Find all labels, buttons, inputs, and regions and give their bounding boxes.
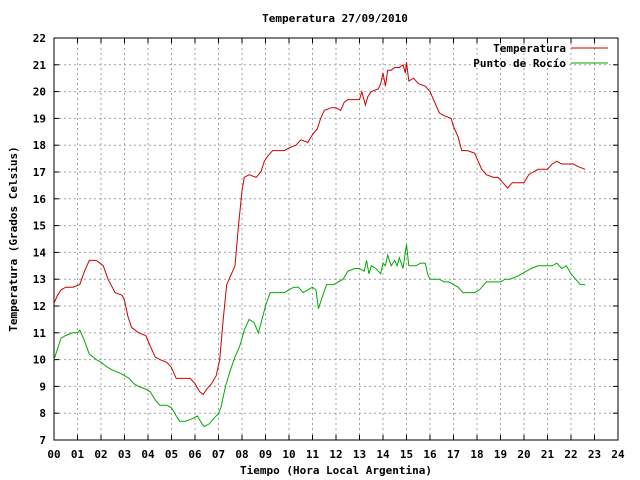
- x-tick-label: 03: [118, 448, 131, 461]
- y-tick-label: 13: [33, 273, 46, 286]
- x-tick-label: 06: [188, 448, 202, 461]
- x-tick-label: 14: [376, 448, 390, 461]
- y-tick-label: 7: [39, 434, 46, 447]
- x-tick-label: 08: [235, 448, 248, 461]
- x-tick-label: 10: [282, 448, 295, 461]
- x-tick-label: 09: [259, 448, 272, 461]
- y-tick-label: 17: [33, 166, 46, 179]
- x-tick-label: 05: [165, 448, 178, 461]
- x-tick-label: 04: [141, 448, 155, 461]
- x-tick-label: 18: [470, 448, 483, 461]
- x-tick-label: 15: [400, 448, 413, 461]
- y-tick-label: 10: [33, 354, 46, 367]
- x-tick-label: 23: [588, 448, 601, 461]
- y-tick-label: 12: [33, 300, 46, 313]
- chart-title: Temperatura 27/09/2010: [262, 12, 408, 25]
- x-tick-label: 20: [517, 448, 530, 461]
- y-axis-label: Temperatura (Grados Celsius): [7, 146, 20, 331]
- y-tick-label: 8: [39, 407, 46, 420]
- grid: [54, 38, 618, 440]
- x-tick-label: 11: [306, 448, 320, 461]
- y-tick-label: 18: [33, 139, 46, 152]
- x-tick-label: 22: [564, 448, 577, 461]
- y-tick-label: 22: [33, 32, 46, 45]
- y-tick-label: 14: [33, 246, 47, 259]
- x-tick-label: 07: [212, 448, 225, 461]
- y-tick-label: 15: [33, 220, 46, 233]
- y-axis: 7 8 9 10 11 12 13 14 15 16 17 18 19 20 21 22: [33, 32, 618, 447]
- x-tick-label: 02: [94, 448, 107, 461]
- series-line-punto-de-rocio: [53, 244, 586, 428]
- x-axis-label: Tiempo (Hora Local Argentina): [240, 464, 432, 477]
- x-tick-label: 16: [423, 448, 437, 461]
- x-tick-label: 01: [71, 448, 85, 461]
- legend: Temperatura Punto de Rocío: [473, 42, 608, 70]
- y-tick-label: 20: [33, 86, 46, 99]
- x-tick-label: 00: [47, 448, 60, 461]
- y-tick-label: 9: [39, 380, 46, 393]
- y-tick-label: 11: [33, 327, 47, 340]
- y-tick-label: 21: [33, 59, 47, 72]
- x-tick-label: 24: [611, 448, 625, 461]
- x-tick-label: 12: [329, 448, 342, 461]
- x-tick-label: 19: [494, 448, 507, 461]
- x-tick-label: 17: [447, 448, 460, 461]
- y-tick-label: 19: [33, 112, 46, 125]
- x-tick-label: 21: [541, 448, 555, 461]
- x-tick-label: 13: [353, 448, 366, 461]
- x-axis: 00 01 02 03 04 05 06 07 08 09 10 11 12 13 14 15 16 17 18 19…: [47, 38, 625, 461]
- legend-label: Temperatura: [493, 42, 566, 55]
- series-line-temperatura: [53, 62, 586, 396]
- y-tick-label: 16: [33, 193, 47, 206]
- series-layer: [53, 62, 586, 428]
- legend-label: Punto de Rocío: [473, 57, 566, 70]
